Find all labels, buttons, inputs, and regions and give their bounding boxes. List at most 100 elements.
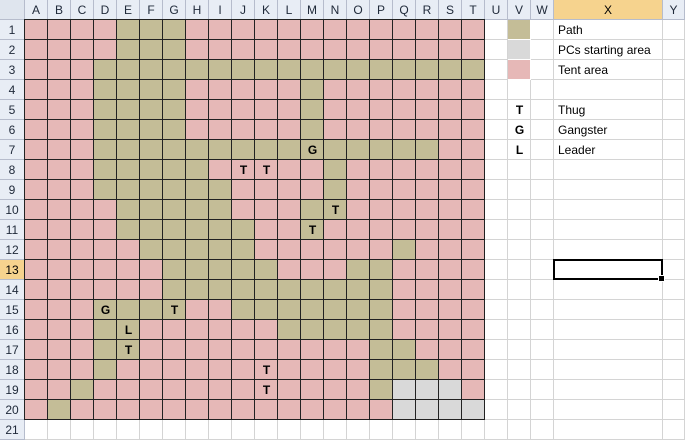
map-cell-path[interactable]: [324, 60, 347, 80]
map-cell-path[interactable]: [117, 40, 140, 60]
map-cell-tent[interactable]: [209, 20, 232, 40]
map-cell-start[interactable]: [439, 400, 462, 420]
map-cell-path[interactable]: [370, 60, 393, 80]
map-cell-path[interactable]: [301, 140, 324, 160]
map-cell-tent[interactable]: [393, 260, 416, 280]
row-header-12[interactable]: 12: [0, 240, 25, 260]
map-cell-tent[interactable]: [71, 360, 94, 380]
sheet-cell[interactable]: [663, 20, 685, 40]
map-cell-tent[interactable]: [370, 200, 393, 220]
map-cell-path[interactable]: [94, 300, 117, 320]
map-cell-tent[interactable]: [25, 240, 48, 260]
sheet-cell[interactable]: [663, 340, 685, 360]
map-cell-tent[interactable]: [439, 100, 462, 120]
map-cell-tent[interactable]: [25, 140, 48, 160]
map-cell-tent[interactable]: [71, 140, 94, 160]
map-cell-tent[interactable]: [25, 120, 48, 140]
sheet-cell[interactable]: [554, 160, 663, 180]
sheet-cell[interactable]: [416, 420, 439, 440]
sheet-cell[interactable]: [663, 360, 685, 380]
map-cell-tent[interactable]: [347, 220, 370, 240]
map-cell-tent[interactable]: [347, 400, 370, 420]
sheet-cell[interactable]: [48, 420, 71, 440]
sheet-cell[interactable]: [508, 260, 531, 280]
map-cell-tent[interactable]: [48, 300, 71, 320]
map-cell-tent[interactable]: [140, 340, 163, 360]
sheet-cell[interactable]: [531, 160, 554, 180]
map-cell-tent[interactable]: [117, 400, 140, 420]
map-cell-path[interactable]: [163, 120, 186, 140]
map-cell-tent[interactable]: [416, 80, 439, 100]
row-header-4[interactable]: 4: [0, 80, 25, 100]
map-cell-tent[interactable]: [439, 240, 462, 260]
map-cell-tent[interactable]: [393, 300, 416, 320]
map-cell-path[interactable]: [324, 280, 347, 300]
map-cell-tent[interactable]: [393, 120, 416, 140]
map-cell-path[interactable]: [255, 60, 278, 80]
map-cell-tent[interactable]: [462, 360, 485, 380]
map-cell-path[interactable]: [94, 320, 117, 340]
sheet-cell[interactable]: [370, 420, 393, 440]
map-cell-path[interactable]: [117, 20, 140, 40]
map-cell-tent[interactable]: [71, 320, 94, 340]
map-cell-path[interactable]: [140, 80, 163, 100]
map-cell-path[interactable]: [209, 260, 232, 280]
sheet-cell[interactable]: [663, 120, 685, 140]
map-cell-path[interactable]: [324, 140, 347, 160]
map-cell-tent[interactable]: [94, 20, 117, 40]
map-cell-tent[interactable]: [232, 320, 255, 340]
row-header-21[interactable]: 21: [0, 420, 25, 440]
map-cell-path[interactable]: [232, 300, 255, 320]
map-cell-tent[interactable]: [48, 40, 71, 60]
map-cell-tent[interactable]: [209, 40, 232, 60]
map-cell-path[interactable]: [209, 240, 232, 260]
map-cell-tent[interactable]: [94, 40, 117, 60]
column-header-n[interactable]: N: [324, 0, 347, 20]
map-cell-tent[interactable]: [140, 260, 163, 280]
sheet-cell[interactable]: [531, 280, 554, 300]
map-cell-tent[interactable]: [462, 280, 485, 300]
sheet-cell[interactable]: [531, 80, 554, 100]
column-header-o[interactable]: O: [347, 0, 370, 20]
map-cell-path[interactable]: [370, 260, 393, 280]
column-header-c[interactable]: C: [71, 0, 94, 20]
map-cell-tent[interactable]: [209, 320, 232, 340]
map-cell-path[interactable]: [370, 380, 393, 400]
sheet-cell[interactable]: [71, 420, 94, 440]
map-cell-path[interactable]: [324, 200, 347, 220]
map-cell-tent[interactable]: [439, 160, 462, 180]
column-header-e[interactable]: E: [117, 0, 140, 20]
row-header-5[interactable]: 5: [0, 100, 25, 120]
map-cell-path[interactable]: [186, 260, 209, 280]
map-cell-path[interactable]: [140, 140, 163, 160]
map-cell-tent[interactable]: [94, 380, 117, 400]
map-cell-path[interactable]: [232, 280, 255, 300]
map-cell-tent[interactable]: [439, 140, 462, 160]
sheet-cell[interactable]: [554, 380, 663, 400]
map-cell-tent[interactable]: [232, 200, 255, 220]
map-cell-path[interactable]: [117, 300, 140, 320]
sheet-cell[interactable]: [554, 320, 663, 340]
map-cell-tent[interactable]: [48, 80, 71, 100]
map-cell-tent[interactable]: [278, 360, 301, 380]
sheet-cell[interactable]: [663, 160, 685, 180]
map-cell-tent[interactable]: [25, 400, 48, 420]
map-cell-tent[interactable]: [462, 160, 485, 180]
row-header-18[interactable]: 18: [0, 360, 25, 380]
map-cell-path[interactable]: [94, 340, 117, 360]
map-cell-tent[interactable]: [439, 300, 462, 320]
map-cell-path[interactable]: [301, 120, 324, 140]
column-header-h[interactable]: H: [186, 0, 209, 20]
map-cell-path[interactable]: [186, 200, 209, 220]
column-header-d[interactable]: D: [94, 0, 117, 20]
map-cell-path[interactable]: [301, 100, 324, 120]
sheet-cell[interactable]: [531, 120, 554, 140]
map-cell-tent[interactable]: [347, 340, 370, 360]
map-cell-tent[interactable]: [71, 60, 94, 80]
sheet-cell[interactable]: [508, 180, 531, 200]
map-cell-tent[interactable]: [48, 320, 71, 340]
map-cell-tent[interactable]: [301, 340, 324, 360]
map-cell-path[interactable]: [117, 120, 140, 140]
row-header-13[interactable]: 13: [0, 260, 25, 280]
map-cell-tent[interactable]: [71, 260, 94, 280]
